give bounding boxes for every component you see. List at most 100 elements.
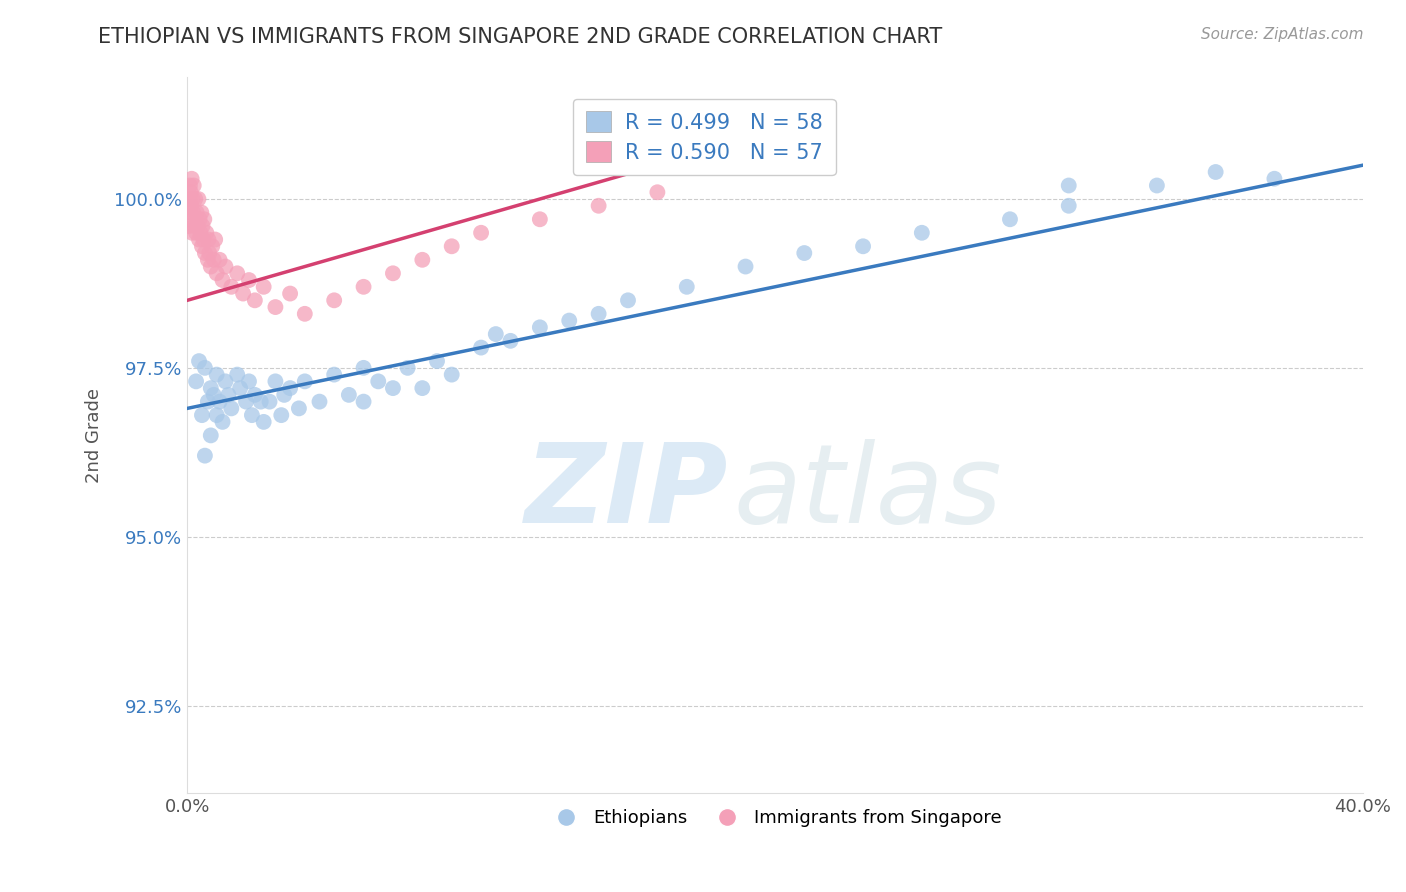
Point [1205, 165, 1227, 179]
Point [188, 212, 211, 227]
Point [205, 408, 228, 422]
Point [243, 388, 266, 402]
Legend: Ethiopians, Immigrants from Singapore: Ethiopians, Immigrants from Singapore [541, 802, 1010, 834]
Point [1057, 199, 1080, 213]
Point [308, 394, 330, 409]
Point [184, 192, 207, 206]
Point [529, 212, 551, 227]
Point [253, 415, 276, 429]
Text: Source: ZipAtlas.com: Source: ZipAtlas.com [1201, 27, 1364, 42]
Point [202, 252, 225, 267]
Point [411, 252, 433, 267]
Point [353, 360, 375, 375]
Point [180, 199, 202, 213]
Point [381, 266, 404, 280]
Point [232, 286, 254, 301]
Point [440, 239, 463, 253]
Point [235, 394, 257, 409]
Point [217, 388, 239, 402]
Point [734, 260, 756, 274]
Point [211, 273, 233, 287]
Point [647, 186, 669, 200]
Point [381, 381, 404, 395]
Point [188, 233, 211, 247]
Point [238, 375, 260, 389]
Point [294, 307, 316, 321]
Point [226, 266, 249, 280]
Point [208, 394, 231, 409]
Point [396, 360, 419, 375]
Point [181, 205, 204, 219]
Point [193, 212, 215, 227]
Point [264, 300, 287, 314]
Point [194, 449, 217, 463]
Point [194, 360, 217, 375]
Point [588, 199, 610, 213]
Point [191, 219, 214, 233]
Point [197, 394, 219, 409]
Point [323, 293, 346, 308]
Point [191, 408, 214, 422]
Point [190, 205, 212, 219]
Point [197, 233, 219, 247]
Point [179, 192, 201, 206]
Point [470, 341, 492, 355]
Point [180, 171, 202, 186]
Point [264, 375, 287, 389]
Point [181, 226, 204, 240]
Point [193, 233, 215, 247]
Point [214, 375, 236, 389]
Point [337, 388, 360, 402]
Point [1057, 178, 1080, 193]
Point [200, 381, 222, 395]
Point [278, 381, 301, 395]
Point [1263, 171, 1285, 186]
Point [288, 401, 311, 416]
Point [194, 246, 217, 260]
Point [278, 286, 301, 301]
Point [221, 280, 243, 294]
Point [229, 381, 252, 395]
Point [179, 212, 201, 227]
Point [240, 408, 263, 422]
Point [243, 293, 266, 308]
Point [852, 239, 875, 253]
Point [273, 388, 295, 402]
Point [485, 327, 508, 342]
Point [426, 354, 449, 368]
Point [617, 293, 640, 308]
Point [249, 394, 271, 409]
Point [188, 354, 211, 368]
Point [411, 381, 433, 395]
Point [675, 280, 697, 294]
Point [793, 246, 815, 260]
Point [200, 428, 222, 442]
Text: atlas: atlas [734, 439, 1002, 546]
Point [367, 375, 389, 389]
Point [187, 192, 209, 206]
Point [197, 252, 219, 267]
Point [208, 252, 231, 267]
Point [353, 280, 375, 294]
Point [202, 388, 225, 402]
Point [205, 368, 228, 382]
Point [179, 205, 201, 219]
Point [198, 246, 221, 260]
Point [323, 368, 346, 382]
Point [183, 178, 205, 193]
Point [911, 226, 934, 240]
Point [204, 233, 226, 247]
Point [180, 186, 202, 200]
Point [177, 219, 200, 233]
Point [529, 320, 551, 334]
Point [184, 226, 207, 240]
Text: ETHIOPIAN VS IMMIGRANTS FROM SINGAPORE 2ND GRADE CORRELATION CHART: ETHIOPIAN VS IMMIGRANTS FROM SINGAPORE 2… [98, 27, 942, 46]
Point [1146, 178, 1168, 193]
Point [294, 375, 316, 389]
Point [179, 178, 201, 193]
Point [205, 266, 228, 280]
Point [499, 334, 522, 348]
Point [470, 226, 492, 240]
Point [558, 313, 581, 327]
Point [270, 408, 292, 422]
